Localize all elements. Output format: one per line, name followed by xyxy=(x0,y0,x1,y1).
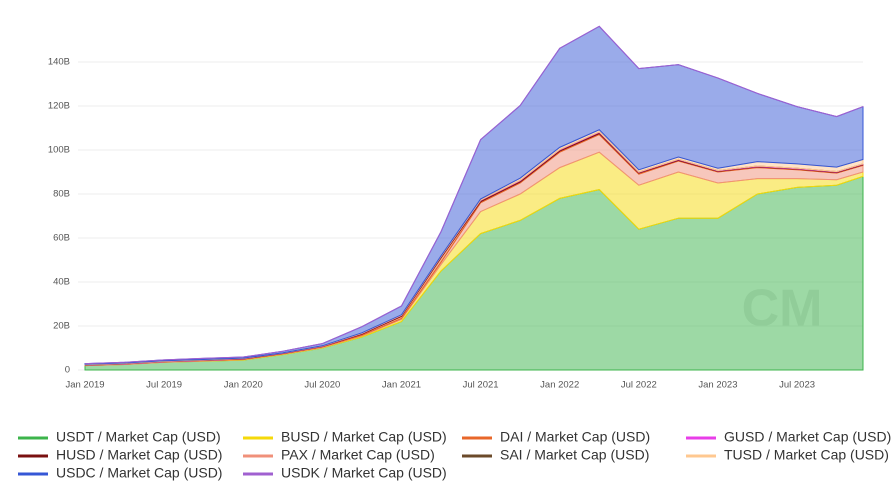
legend-label: SAI / Market Cap (USD) xyxy=(500,447,649,463)
legend-label: USDC / Market Cap (USD) xyxy=(56,465,222,481)
legend-label: USDK / Market Cap (USD) xyxy=(281,465,447,481)
legend-label: TUSD / Market Cap (USD) xyxy=(724,447,889,463)
legend-label: PAX / Market Cap (USD) xyxy=(281,447,435,463)
area xyxy=(84,25,864,365)
y-tick-label: 120B xyxy=(48,101,70,112)
x-tick-label: Jul 2020 xyxy=(304,380,340,391)
y-tick-label: 80B xyxy=(53,189,70,200)
x-tick-label: Jan 2023 xyxy=(698,380,737,391)
x-tick-label: Jan 2022 xyxy=(540,380,579,391)
x-tick-label: Jul 2023 xyxy=(779,380,815,391)
legend-label: DAI / Market Cap (USD) xyxy=(500,429,650,445)
x-tick-label: Jan 2019 xyxy=(65,380,104,391)
y-tick-label: 40B xyxy=(53,277,70,288)
legend-label: GUSD / Market Cap (USD) xyxy=(724,429,891,445)
x-tick-label: Jul 2019 xyxy=(146,380,182,391)
y-tick-label: 100B xyxy=(48,145,70,156)
legend-label: BUSD / Market Cap (USD) xyxy=(281,429,447,445)
legend-label: HUSD / Market Cap (USD) xyxy=(56,447,222,463)
x-tick-label: Jan 2021 xyxy=(382,380,421,391)
x-tick-label: Jul 2021 xyxy=(463,380,499,391)
y-tick-label: 140B xyxy=(48,57,70,68)
legend-label: USDT / Market Cap (USD) xyxy=(56,429,221,445)
y-tick-label: 20B xyxy=(53,321,70,332)
y-tick-label: 60B xyxy=(53,233,70,244)
x-tick-label: Jul 2022 xyxy=(621,380,657,391)
y-tick-label: 0 xyxy=(65,365,70,376)
x-tick-label: Jan 2020 xyxy=(224,380,263,391)
